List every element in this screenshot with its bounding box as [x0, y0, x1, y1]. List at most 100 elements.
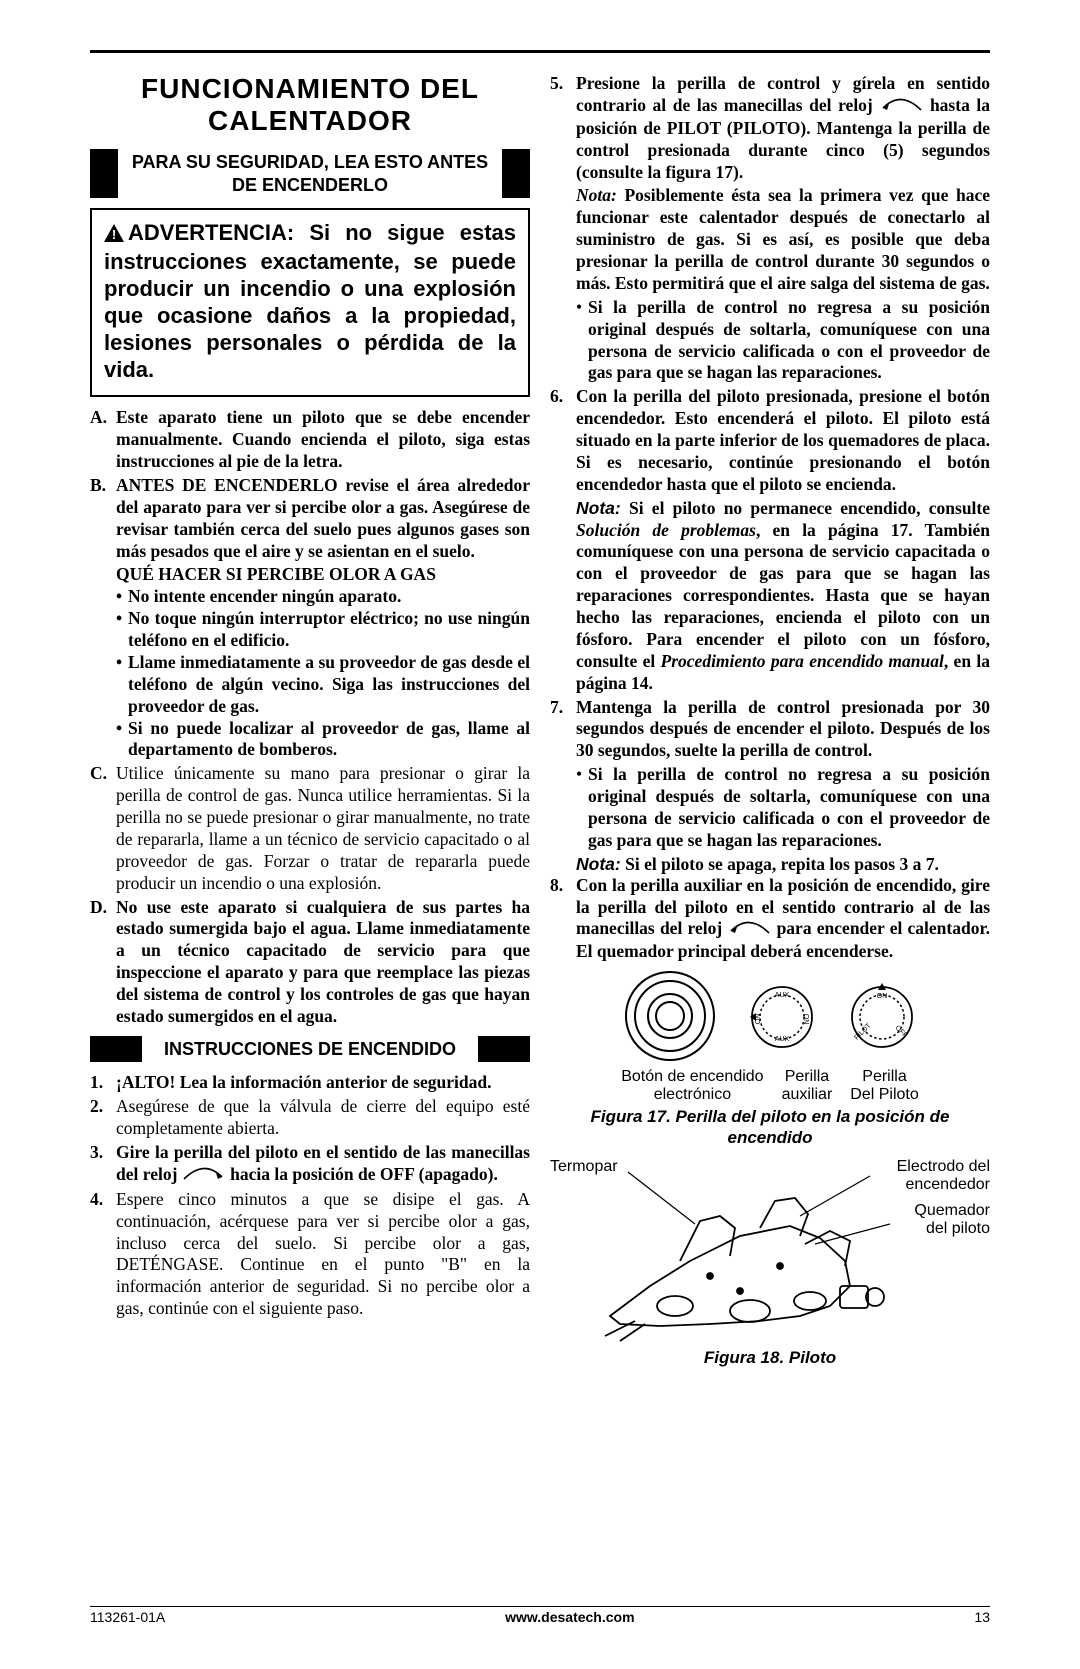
- content-columns: FUNCIONAMIENTO DEL CALENTADOR PARA SU SE…: [90, 73, 990, 1368]
- note-6-lbl: Nota:: [576, 498, 621, 518]
- num-list-right-2: 6. Con la perilla del piloto presionada,…: [550, 386, 990, 762]
- step-4: 4. Espere cinco minutos a que se disipe …: [90, 1189, 530, 1320]
- num-list-right: 5. Presione la perilla de control y gíre…: [550, 73, 990, 295]
- safety-header: PARA SU SEGURIDAD, LEA ESTO ANTES DE ENC…: [90, 149, 530, 198]
- fig17-caption: Figura 17. Perilla del piloto en la posi…: [550, 1107, 990, 1148]
- gas-bullet-2: •Llame inmediatamente a su proveedor de …: [116, 652, 530, 718]
- footer-mid: www.desatech.com: [505, 1609, 634, 1625]
- mk-4: 4.: [90, 1189, 116, 1320]
- pilot-assembly-icon: [550, 1166, 990, 1346]
- mk-5: 5.: [550, 73, 576, 295]
- pilot-knob-icon: ON OFF PILOT: [846, 981, 918, 1053]
- warning-box: ! ADVERTENCIA: Si no sigue estas instruc…: [90, 208, 530, 397]
- lighting-header: INSTRUCCIONES DE ENCENDIDO: [90, 1036, 530, 1063]
- note-5-txt: Posiblemente ésta sea la primera vez que…: [576, 185, 990, 293]
- note-5-lbl: Nota:: [576, 185, 617, 205]
- svg-text:!: !: [112, 227, 116, 242]
- step-1: 1. ¡ALTO! Lea la información anterior de…: [90, 1072, 530, 1094]
- svg-text:ON: ON: [755, 1013, 762, 1024]
- marker-b: B.: [90, 475, 116, 761]
- cw-arrow-icon: [182, 1165, 226, 1187]
- note-7-txt: Si el piloto se apaga, repita los pasos …: [625, 854, 939, 874]
- warning-paragraph: ! ADVERTENCIA: Si no sigue estas instruc…: [104, 220, 516, 383]
- txt-1: ¡ALTO! Lea la información anterior de se…: [116, 1072, 530, 1094]
- knob-row: AUX AUX ON ON ON OFF PILOT: [550, 969, 990, 1064]
- note-6-ref: Solución de problemas: [576, 520, 756, 540]
- txt-2: Asegúrese de que la válvula de cierre de…: [116, 1096, 530, 1140]
- lbl-pilot: Perilla Del Piloto: [850, 1068, 918, 1103]
- step-8: 8. Con la perilla auxiliar en la posició…: [550, 875, 990, 964]
- step-6: 6. Con la perilla del piloto presionada,…: [550, 386, 990, 694]
- item-c: C. Utilice únicamente su mano para presi…: [90, 763, 530, 894]
- txt-8: Con la perilla auxiliar en la posición d…: [576, 875, 990, 964]
- marker-c: C.: [90, 763, 116, 894]
- ccw-arrow-icon-2: [727, 919, 771, 941]
- bar-right: [502, 149, 530, 198]
- bar-left-2: [90, 1036, 142, 1063]
- lbl-aux-2: auxiliar: [782, 1086, 833, 1103]
- page-footer: 113261-01A www.desatech.com 13: [90, 1606, 990, 1625]
- txt-6a: Con la perilla del piloto presionada, pr…: [576, 386, 990, 494]
- text-a: Este aparato tiene un piloto que se debe…: [116, 407, 530, 473]
- safety-header-text: PARA SU SEGURIDAD, LEA ESTO ANTES DE ENC…: [118, 149, 502, 198]
- text-d: No use este aparato si cualquiera de sus…: [116, 897, 530, 1028]
- bullet-7: •Si la perilla de control no regresa a s…: [550, 764, 990, 852]
- right-column: 5. Presione la perilla de control y gíre…: [550, 73, 990, 1368]
- lbl-aux-1: Perilla: [785, 1068, 829, 1085]
- mk-7: 7.: [550, 697, 576, 763]
- text-b-wrap: ANTES DE ENCENDERLO revise el área alred…: [116, 475, 530, 761]
- gas-bullet-1: •No toque ningún interruptor eléctrico; …: [116, 608, 530, 652]
- knob-labels: Botón de encendido electrónico Perilla a…: [550, 1068, 990, 1103]
- item-a: A. Este aparato tiene un piloto que se d…: [90, 407, 530, 473]
- svg-text:AUX: AUX: [774, 1036, 789, 1043]
- main-title: FUNCIONAMIENTO DEL CALENTADOR: [90, 73, 530, 137]
- step-5: 5. Presione la perilla de control y gíre…: [550, 73, 990, 295]
- ccw-arrow-icon: [879, 96, 923, 118]
- txt-7: Mantenga la perilla de control presionad…: [576, 697, 990, 763]
- mk-3: 3.: [90, 1142, 116, 1187]
- lbl-ignitor-1: Botón de encendido: [621, 1068, 763, 1085]
- step-3: 3. Gire la perilla del piloto en el sent…: [90, 1142, 530, 1187]
- txt-6: Con la perilla del piloto presionada, pr…: [576, 386, 990, 694]
- figure-17: AUX AUX ON ON ON OFF PILOT Botón de ence…: [550, 969, 990, 1148]
- bar-left: [90, 149, 118, 198]
- mk-1: 1.: [90, 1072, 116, 1094]
- bullet-after-5: •Si la perilla de control no regresa a s…: [550, 297, 990, 385]
- warning-icon: !: [104, 222, 124, 249]
- step-2: 2. Asegúrese de que la válvula de cierre…: [90, 1096, 530, 1140]
- gas-bullet-0: •No intente encender ningún aparato.: [116, 586, 530, 608]
- step-7: 7. Mantenga la perilla de control presio…: [550, 697, 990, 763]
- mk-6: 6.: [550, 386, 576, 694]
- gas-bullet-3: •Si no puede localizar al proveedor de g…: [116, 718, 530, 762]
- bar-right-2: [478, 1036, 530, 1063]
- gas-header: QUÉ HACER SI PERCIBE OLOR A GAS: [116, 564, 530, 586]
- text-c: Utilice únicamente su mano para presiona…: [116, 763, 530, 894]
- lbl-aux: Perilla auxiliar: [782, 1068, 833, 1103]
- mk-2: 2.: [90, 1096, 116, 1140]
- note-6b: , en la página 17. También comuníquese c…: [576, 520, 990, 671]
- svg-text:OFF: OFF: [893, 1024, 908, 1039]
- num-list-right-3: 8. Con la perilla auxiliar en la posició…: [550, 875, 990, 964]
- gas-bullets: •No intente encender ningún aparato. •No…: [116, 586, 530, 761]
- item-d: D. No use este aparato si cualquiera de …: [90, 897, 530, 1028]
- mk-8: 8.: [550, 875, 576, 964]
- num-list-left: 1. ¡ALTO! Lea la información anterior de…: [90, 1072, 530, 1320]
- svg-text:ON: ON: [876, 993, 887, 1000]
- note-7: Nota: Si el piloto se apaga, repita los …: [550, 854, 990, 875]
- bullet-after-7: •Si la perilla de control no regresa a s…: [550, 764, 990, 852]
- txt-3b: hacia la posición de OFF (apagado).: [230, 1164, 498, 1184]
- lighting-header-text: INSTRUCCIONES DE ENCENDIDO: [142, 1036, 478, 1063]
- note-6-ref2: Procedimiento para encendido manual: [661, 651, 944, 671]
- aux-knob-icon: AUX AUX ON ON: [746, 981, 818, 1053]
- left-column: FUNCIONAMIENTO DEL CALENTADOR PARA SU SE…: [90, 73, 530, 1368]
- txt-4: Espere cinco minutos a que se disipe el …: [116, 1189, 530, 1320]
- footer-left: 113261-01A: [90, 1609, 165, 1625]
- note-6: Nota: Si el piloto no permanece encendid…: [576, 498, 990, 695]
- txt-5: Presione la perilla de control y gírela …: [576, 73, 990, 295]
- ignitor-button-icon: [623, 969, 718, 1064]
- top-rule: [90, 50, 990, 53]
- lbl-ignitor-2: electrónico: [654, 1086, 731, 1103]
- lbl-ignitor: Botón de encendido electrónico: [621, 1068, 763, 1103]
- bullet-5: •Si la perilla de control no regresa a s…: [550, 297, 990, 385]
- lbl-pilot-1: Perilla: [862, 1068, 906, 1085]
